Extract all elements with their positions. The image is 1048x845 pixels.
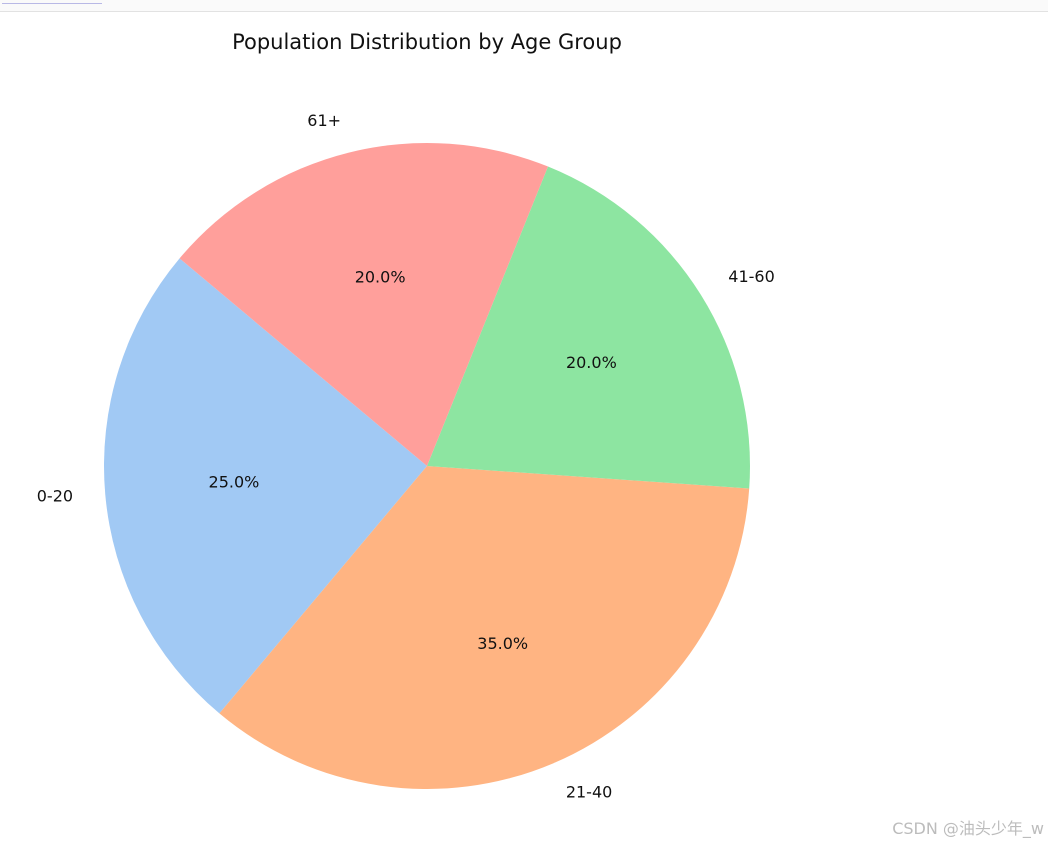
pie-slice-0-20 bbox=[103, 258, 427, 714]
pie-category-label-21-40: 21-40 bbox=[566, 783, 613, 802]
pie-percent-label-0-20: 25.0% bbox=[209, 472, 260, 491]
top-border bbox=[0, 0, 1048, 12]
pie-category-label-0-20: 0-20 bbox=[37, 486, 73, 505]
pie-slice-41-60 bbox=[427, 166, 750, 489]
pie-slice-61+ bbox=[179, 143, 548, 467]
pie-category-label-61+: 61+ bbox=[307, 111, 341, 130]
pie-labels: 25.0% 0-20 35.0% 21-40 20.0% 41-60 20.0% 61+ bbox=[37, 111, 775, 802]
pie-slice-21-40 bbox=[219, 466, 750, 789]
pie-percent-label-21-40: 35.0% bbox=[477, 634, 528, 653]
pie-category-label-41-60: 41-60 bbox=[728, 267, 775, 286]
top-border-tab bbox=[2, 0, 102, 4]
pie-slices bbox=[103, 143, 750, 789]
pie-percent-label-41-60: 20.0% bbox=[566, 353, 617, 372]
watermark: CSDN @油头少年_w bbox=[892, 819, 1044, 838]
chart-title: Population Distribution by Age Group bbox=[232, 30, 622, 54]
pie-percent-label-61+: 20.0% bbox=[355, 267, 406, 286]
